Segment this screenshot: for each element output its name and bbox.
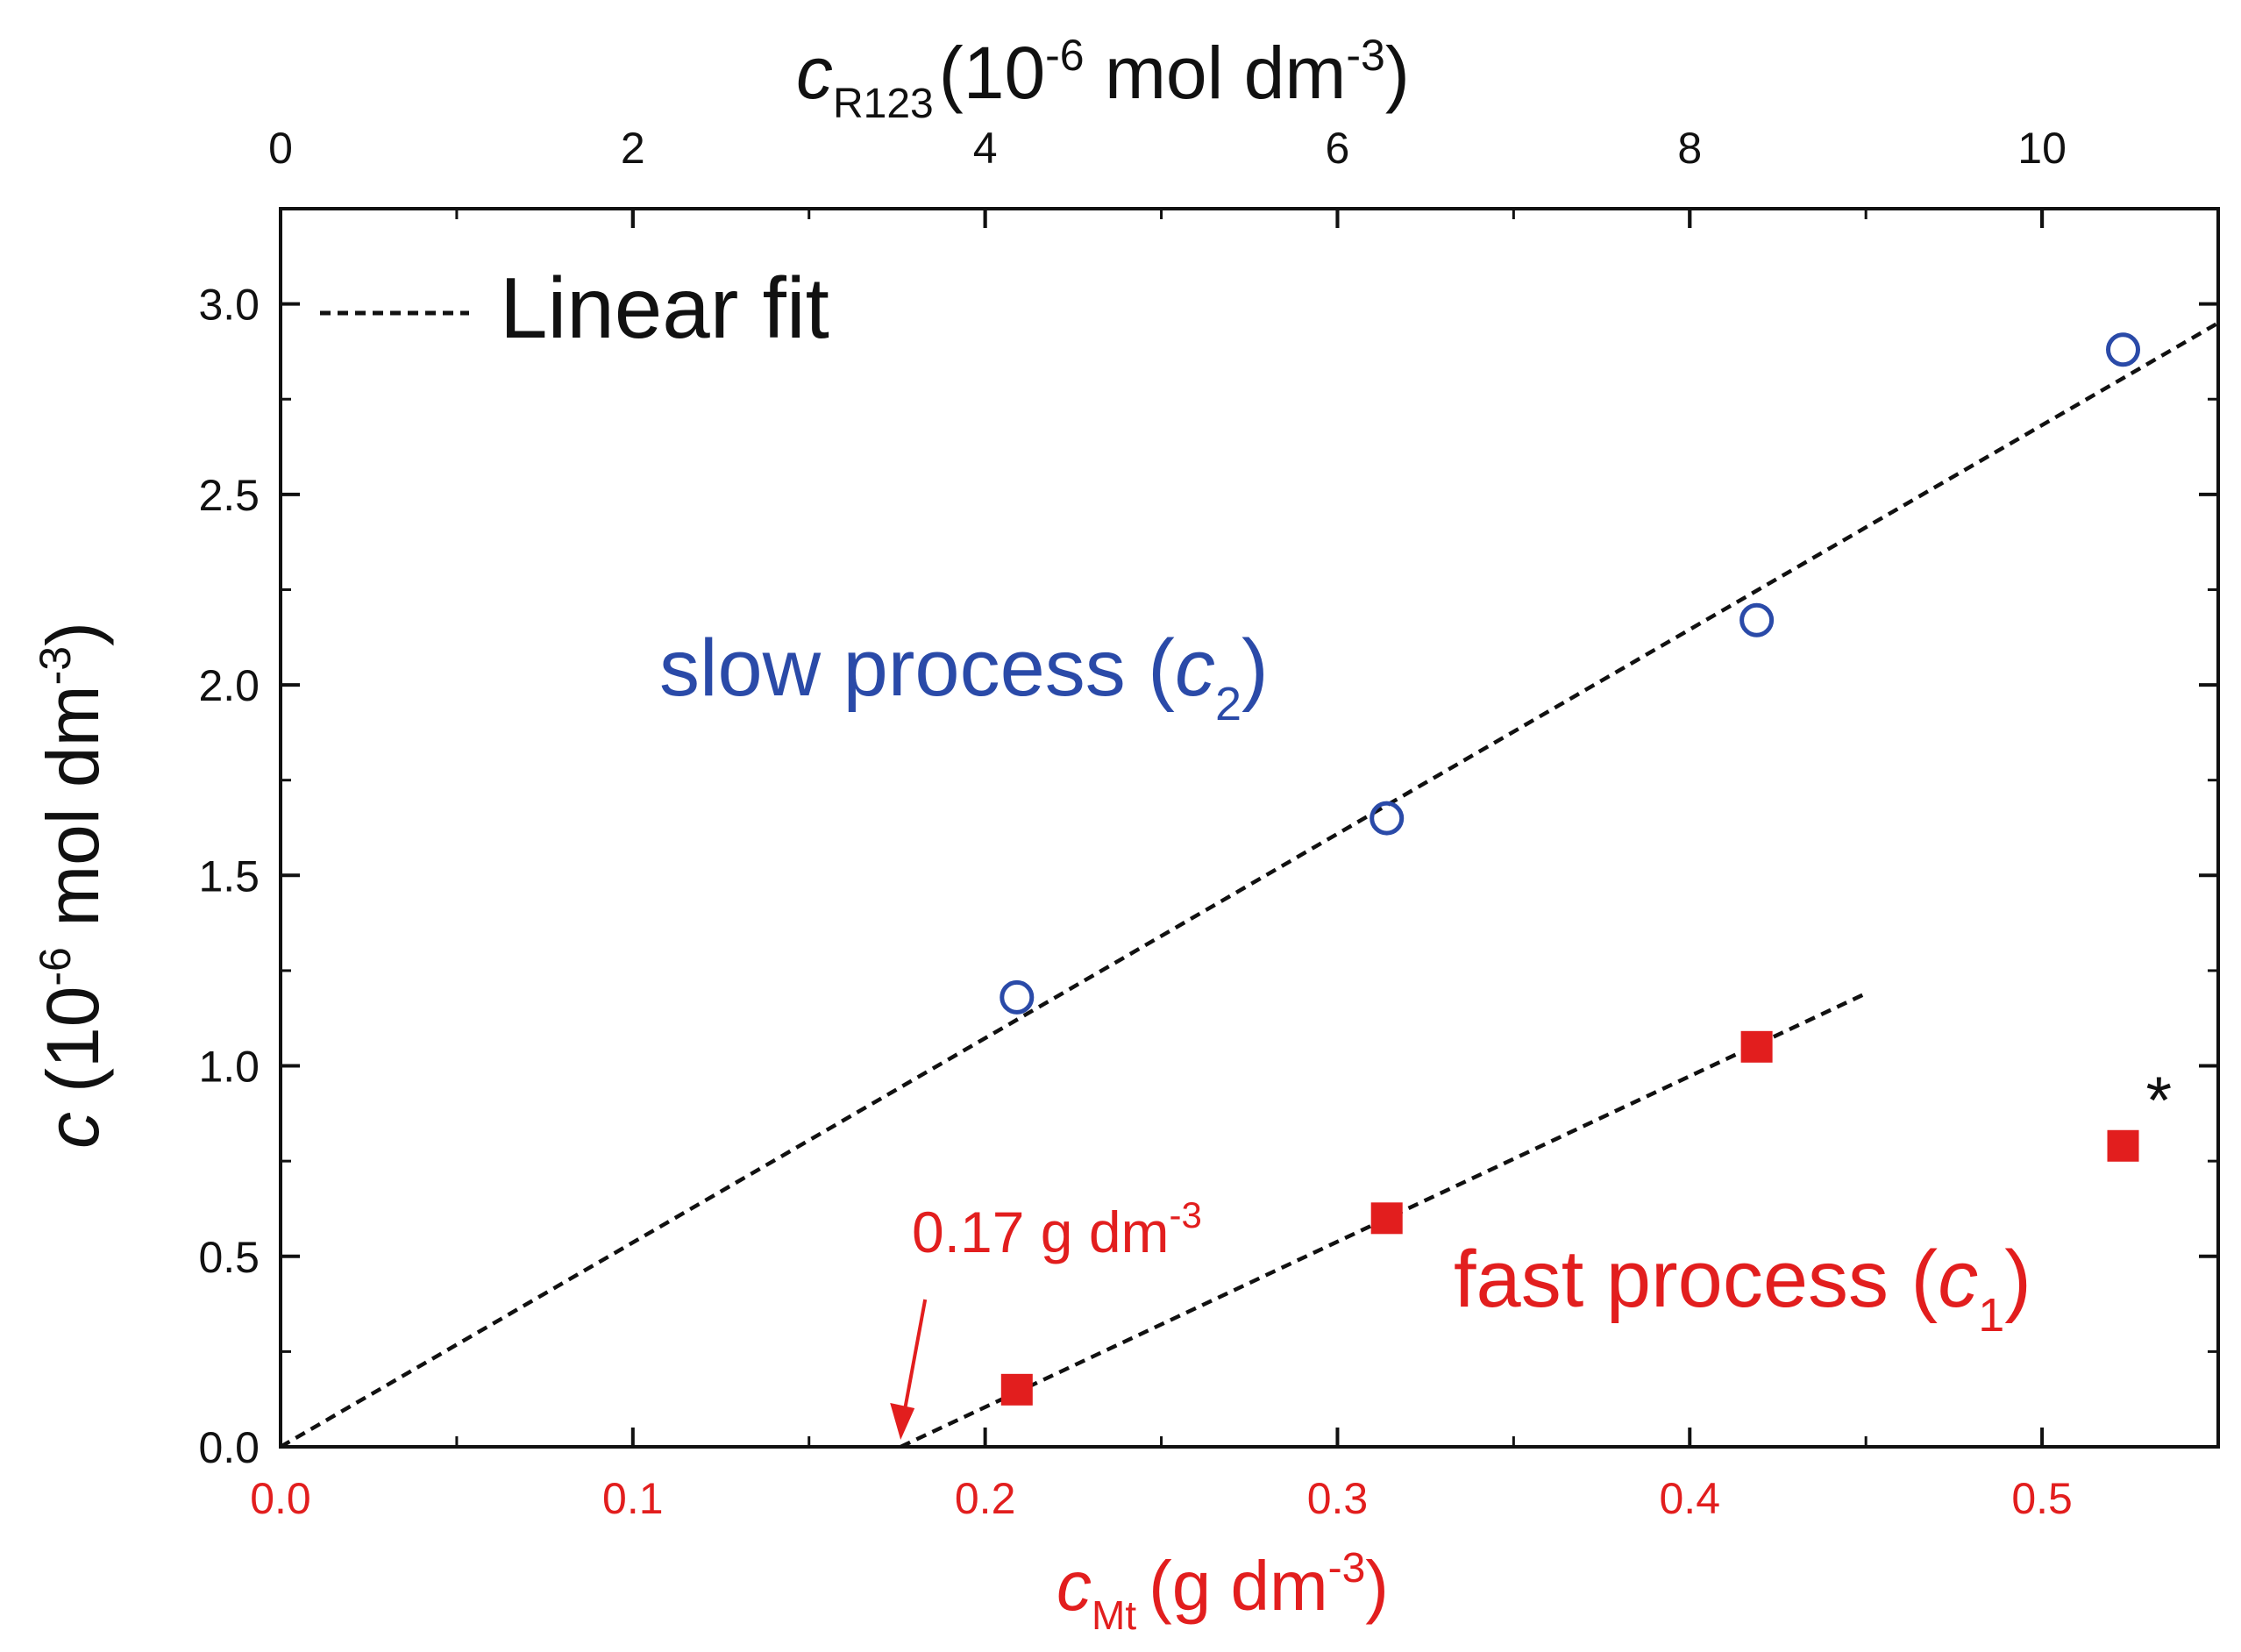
bottom-tick-label: 0.0 [250, 1474, 311, 1523]
y-tick-label: 0.0 [198, 1423, 260, 1472]
y-tick-label: 2.0 [198, 661, 260, 710]
bottom-axis-var: c [1056, 1547, 1092, 1625]
y-tick-label: 1.0 [198, 1043, 260, 1092]
y-axis-title: c (10-6 mol dm-3) [31, 622, 114, 1149]
y-axis-unit: (10 [32, 986, 114, 1093]
bottom-tick-label: 0.4 [1660, 1474, 1721, 1523]
bottom-axis-unit: (g dm [1149, 1547, 1328, 1625]
bottom-tick-label: 0.2 [955, 1474, 1016, 1523]
slow-label-close: ) [1241, 623, 1269, 713]
bottom-axis-unit-sup: -3 [1328, 1545, 1366, 1591]
slow-point [1739, 602, 1775, 637]
top-tick-label: 2 [621, 124, 645, 173]
y-tick-label: 2.5 [198, 471, 260, 520]
y-axis-unit-sup: -6 [31, 947, 80, 986]
bottom-axis-close: ) [1365, 1547, 1389, 1625]
slow-label-text: slow process ( [659, 623, 1175, 713]
fast-point [1370, 1202, 1403, 1235]
plot-frame [279, 207, 2220, 1449]
y-tick-label: 0.5 [198, 1233, 260, 1282]
slow-label-var: c [1175, 623, 1215, 713]
y-axis-unit2-sup: -3 [31, 646, 80, 685]
fast-label-sub: 1 [1978, 1289, 2004, 1342]
bottom-tick-label: 0.1 [602, 1474, 664, 1523]
top-axis-var: c [796, 32, 833, 114]
top-axis-sub: R123 [833, 81, 934, 127]
intercept-arrow [890, 1299, 928, 1440]
slow-label-sub: 2 [1215, 678, 1241, 730]
y-axis-unit2: mol dm [32, 685, 114, 947]
y-tick-label: 3.0 [198, 281, 260, 330]
outlier-asterisk: * [2146, 1064, 2173, 1138]
legend-label: Linear fit [500, 260, 829, 356]
axis-ticks-group: 0.0 0.1 0.2 0.3 0.4 0.5 0 2 4 6 8 10 0.0 0.5 1.0 1.5 2.0… [198, 124, 2220, 1523]
top-axis-unit2-sup: -3 [1346, 31, 1384, 80]
y-axis-var: c [32, 1112, 114, 1149]
y-tick-label: 1.5 [198, 851, 260, 901]
slow-point [1000, 979, 1035, 1015]
data-points-group [1000, 332, 2141, 1406]
top-axis-unit2: mol dm [1085, 32, 1347, 114]
fast-label-text: fast process ( [1454, 1235, 1939, 1324]
intercept-arrow-shaft [902, 1299, 928, 1414]
bottom-tick-label: 0.5 [2011, 1474, 2073, 1523]
bottom-axis-sub: Mt [1092, 1592, 1136, 1638]
fast-label-var: c [1938, 1235, 1978, 1324]
top-axis-unit: (10 [939, 32, 1045, 114]
top-tick-label: 0 [268, 124, 293, 173]
intercept-annotation: 0.17 g dm-3 [912, 1194, 1202, 1264]
slow-series-label: slow process (c2) [659, 623, 1269, 730]
bottom-axis-title: cMt (g dm-3) [1056, 1545, 1389, 1638]
top-tick-label: 4 [973, 124, 998, 173]
bottom-tick-label: 0.3 [1307, 1474, 1369, 1523]
slow-point [2106, 332, 2141, 367]
top-tick-label: 8 [1677, 124, 1702, 173]
top-axis-unit-sup: -6 [1045, 31, 1084, 80]
slow-point [1370, 801, 1405, 836]
y-axis-close: ) [32, 622, 114, 646]
top-axis-title: cR123(10-6 mol dm-3) [796, 31, 1410, 127]
fast-series-label: fast process (c1) [1454, 1235, 2031, 1342]
fast-point [2107, 1129, 2139, 1162]
top-axis-close: ) [1385, 32, 1410, 114]
intercept-sup: -3 [1170, 1194, 1202, 1235]
fit-line-slow [279, 321, 2220, 1449]
top-tick-label: 6 [1326, 124, 1350, 173]
intercept-arrow-head [890, 1403, 915, 1440]
fast-point [1000, 1373, 1033, 1406]
fast-point [1740, 1030, 1773, 1063]
fast-label-close: ) [2004, 1235, 2031, 1324]
top-tick-label: 10 [2017, 124, 2067, 173]
intercept-text: 0.17 g dm [912, 1200, 1170, 1264]
